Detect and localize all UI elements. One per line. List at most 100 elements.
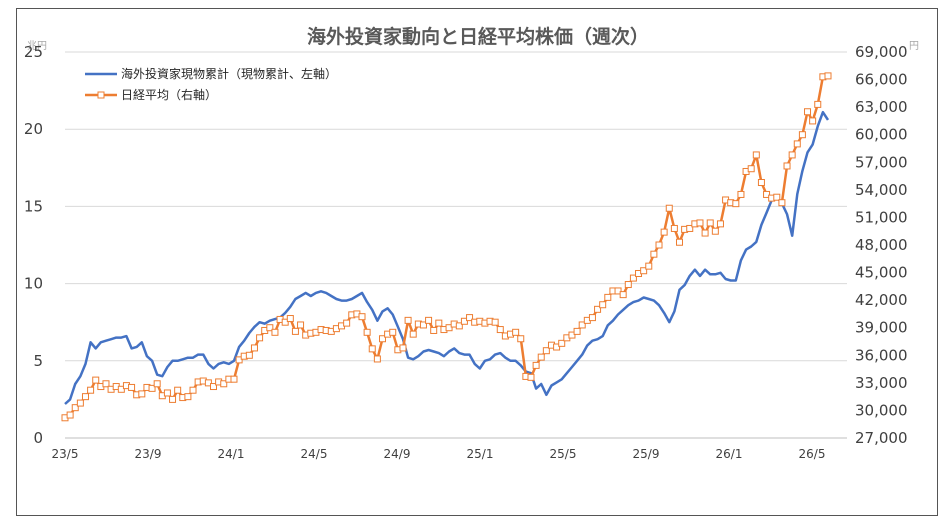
nikkei-point bbox=[271, 328, 279, 336]
nikkei-point bbox=[527, 373, 535, 381]
nikkei-point bbox=[824, 72, 832, 80]
nikkei-point bbox=[204, 379, 212, 387]
nikkei-point bbox=[517, 335, 525, 343]
x-tick-label: 25/5 bbox=[550, 447, 577, 461]
nikkei-point bbox=[660, 228, 668, 236]
nikkei-point bbox=[87, 386, 95, 394]
right-tick-label: 54,000 bbox=[855, 181, 908, 199]
nikkei-point bbox=[763, 190, 771, 198]
nikkei-point bbox=[363, 328, 371, 336]
x-tick-label: 24/9 bbox=[384, 447, 411, 461]
nikkei-point bbox=[629, 274, 637, 282]
left-axis-unit: 兆円 bbox=[27, 40, 47, 52]
series-layer bbox=[61, 72, 832, 422]
nikkei-point bbox=[640, 267, 648, 275]
nikkei-point bbox=[409, 330, 417, 338]
x-tick-label: 25/9 bbox=[633, 447, 660, 461]
chart-frame: 海外投資家動向と日経平均株価（週次） 兆円 円 0 5 10 15 20 25 27,00… bbox=[16, 8, 938, 516]
nikkei-point bbox=[230, 375, 238, 383]
nikkei-point bbox=[619, 291, 627, 299]
nikkei-point bbox=[358, 313, 366, 321]
nikkei-point bbox=[92, 376, 100, 384]
nikkei-point bbox=[624, 281, 632, 289]
nikkei-point bbox=[798, 131, 806, 139]
nikkei-point bbox=[435, 319, 443, 327]
nikkei-point bbox=[558, 339, 566, 347]
nikkei-point bbox=[81, 393, 89, 401]
nikkei-point bbox=[553, 343, 561, 351]
nikkei-point bbox=[66, 411, 74, 419]
nikkei-point bbox=[809, 117, 817, 125]
right-tick-label: 36,000 bbox=[855, 346, 908, 364]
nikkei-point bbox=[169, 395, 177, 403]
nikkei-point bbox=[665, 204, 673, 212]
nikkei-point bbox=[138, 390, 146, 398]
nikkei-point bbox=[696, 219, 704, 227]
nikkei-point bbox=[256, 334, 264, 342]
chart-title: 海外投資家動向と日経平均株価（週次） bbox=[307, 25, 649, 48]
x-tick-label: 24/1 bbox=[218, 447, 245, 461]
right-tick-label: 39,000 bbox=[855, 319, 908, 337]
nikkei-point bbox=[542, 347, 550, 355]
left-tick-label: 20 bbox=[24, 120, 43, 138]
nikkei-point bbox=[614, 287, 622, 295]
legend-label-foreign: 海外投資家現物累計（現物累計、左軸） bbox=[121, 66, 337, 81]
nikkei-point bbox=[163, 389, 171, 397]
nikkei-point bbox=[675, 238, 683, 246]
legend-marker-nikkei bbox=[97, 91, 105, 99]
nikkei-point bbox=[686, 224, 694, 232]
nikkei-point bbox=[148, 384, 156, 392]
nikkei-point bbox=[425, 316, 433, 324]
nikkei-point bbox=[189, 386, 197, 394]
nikkei-point bbox=[71, 404, 79, 412]
nikkei-point bbox=[430, 326, 438, 334]
nikkei-point bbox=[220, 380, 228, 388]
nikkei-point bbox=[460, 317, 468, 325]
legend-label-nikkei: 日経平均（右軸） bbox=[121, 87, 217, 102]
nikkei-point bbox=[573, 327, 581, 335]
right-tick-label: 48,000 bbox=[855, 236, 908, 254]
x-axis-ticks: 23/5 23/9 24/1 24/5 24/9 25/1 25/5 25/9 26/1 26/5 bbox=[52, 447, 826, 461]
nikkei-point bbox=[102, 380, 110, 388]
nikkei-point bbox=[814, 100, 822, 108]
right-tick-label: 30,000 bbox=[855, 401, 908, 419]
nikkei-point bbox=[701, 229, 709, 237]
left-tick-label: 25 bbox=[24, 43, 43, 61]
nikkei-point bbox=[655, 241, 663, 249]
x-tick-label: 26/5 bbox=[799, 447, 826, 461]
nikkei-point bbox=[128, 383, 136, 391]
nikkei-point bbox=[594, 305, 602, 313]
nikkei-point bbox=[650, 250, 658, 258]
nikkei-point bbox=[250, 344, 258, 352]
x-tick-label: 23/5 bbox=[52, 447, 79, 461]
nikkei-point bbox=[373, 355, 381, 363]
nikkei-point bbox=[235, 356, 243, 364]
right-tick-label: 69,000 bbox=[855, 43, 908, 61]
left-tick-label: 5 bbox=[33, 352, 43, 370]
nikkei-point bbox=[368, 345, 376, 353]
nikkei-point bbox=[588, 314, 596, 322]
nikkei-point bbox=[281, 318, 289, 326]
nikkei-point bbox=[184, 393, 192, 401]
right-tick-label: 45,000 bbox=[855, 264, 908, 282]
nikkei-point bbox=[455, 322, 463, 330]
right-tick-label: 42,000 bbox=[855, 291, 908, 309]
left-axis-ticks: 0 5 10 15 20 25 bbox=[24, 43, 43, 447]
left-tick-label: 10 bbox=[24, 275, 43, 293]
nikkei-point bbox=[245, 351, 253, 359]
nikkei-point bbox=[732, 200, 740, 208]
nikkei-point bbox=[76, 399, 84, 407]
nikkei-point bbox=[793, 140, 801, 148]
nikkei-point bbox=[804, 108, 812, 116]
series-line-foreign-investors bbox=[64, 110, 830, 405]
nikkei-point bbox=[419, 321, 427, 329]
series-line-nikkei bbox=[64, 74, 829, 419]
nikkei-point bbox=[378, 335, 386, 343]
legend: 海外投資家現物累計（現物累計、左軸） 日経平均（右軸） bbox=[85, 66, 337, 102]
nikkei-point bbox=[645, 262, 653, 270]
nikkei-point bbox=[266, 324, 274, 332]
nikkei-point bbox=[153, 380, 161, 388]
right-axis-unit: 円 bbox=[909, 41, 919, 52]
nikkei-point bbox=[445, 324, 453, 332]
nikkei-point bbox=[716, 220, 724, 228]
